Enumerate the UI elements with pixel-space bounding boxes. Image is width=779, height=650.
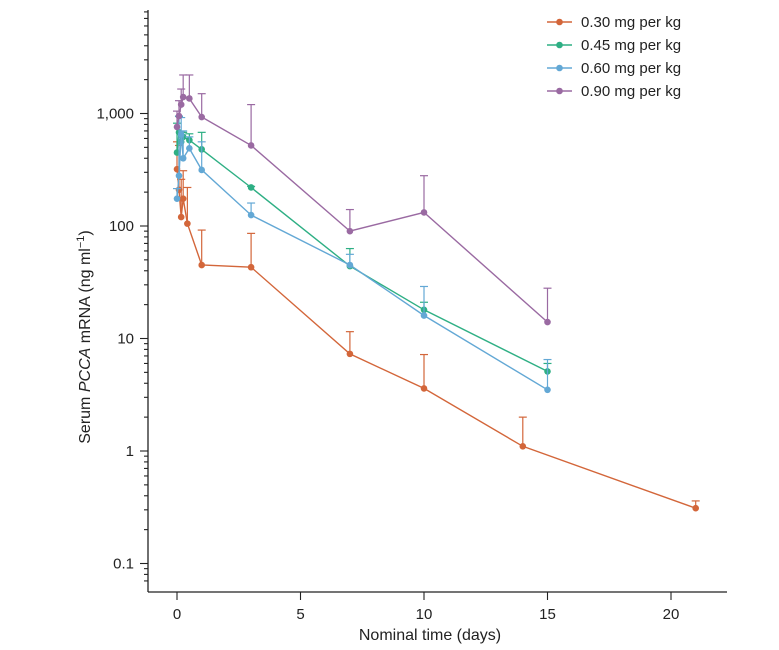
x-tick-label: 0: [173, 606, 181, 623]
data-point: [177, 213, 185, 221]
series-1: [173, 115, 552, 375]
y-axis-label-prefix: Serum: [77, 392, 94, 444]
legend-item: 0.90 mg per kg: [547, 83, 681, 100]
data-point: [247, 211, 255, 219]
series-line: [176, 169, 696, 509]
y-tick-label: 100: [109, 218, 134, 235]
series-line: [176, 134, 548, 391]
data-point: [179, 93, 187, 101]
x-tick-label: 20: [663, 606, 680, 623]
data-point: [177, 101, 185, 108]
y-axis-ticks: 0.1 1 10 100 1,000: [96, 11, 148, 582]
data-point: [420, 209, 428, 216]
data-point: [544, 386, 551, 394]
y-tick-label: 1,000: [96, 106, 134, 123]
data-point: [175, 112, 183, 120]
y-axis-label-exponent: −1: [75, 236, 87, 249]
data-point: [177, 131, 185, 138]
y-axis-label-suffix: mRNA (ng ml: [77, 248, 94, 348]
data-point: [247, 263, 255, 271]
legend-swatch-marker: [556, 41, 563, 49]
legend-label: 0.90 mg per kg: [581, 83, 681, 100]
data-point: [198, 113, 205, 121]
data-point: [247, 142, 255, 149]
series-2: [173, 115, 552, 394]
data-point: [179, 195, 187, 202]
series-line: [176, 132, 548, 373]
data-point: [173, 123, 181, 131]
x-tick-label: 5: [296, 606, 304, 623]
y-axis-label-gene: PCCA: [77, 348, 94, 392]
axes: [147, 10, 727, 593]
series-3: [173, 74, 552, 326]
x-axis-label: Nominal time (days): [359, 627, 501, 644]
legend-swatch-marker: [556, 87, 563, 95]
series-layer: [173, 74, 700, 512]
data-point: [173, 195, 181, 202]
data-point: [186, 95, 193, 102]
data-point: [175, 172, 183, 179]
legend-item: 0.60 mg per kg: [547, 60, 681, 77]
data-point: [519, 443, 527, 450]
y-tick-label: 0.1: [113, 556, 134, 573]
y-axis-label: Serum PCCA mRNA (ng ml−1): [75, 230, 94, 443]
legend-swatch-marker: [556, 18, 563, 26]
data-point: [544, 318, 551, 326]
legend-label: 0.60 mg per kg: [581, 60, 681, 77]
legend-swatch-marker: [556, 64, 563, 72]
y-axis-label-close: ): [77, 230, 94, 235]
data-point: [186, 145, 193, 152]
data-point: [692, 504, 699, 512]
legend-item: 0.30 mg per kg: [547, 14, 681, 31]
data-point: [179, 154, 187, 162]
x-tick-label: 15: [539, 606, 556, 623]
series-line: [176, 96, 548, 323]
data-point: [198, 166, 205, 174]
data-point: [198, 261, 205, 269]
data-point: [420, 312, 428, 319]
legend-label: 0.30 mg per kg: [581, 14, 681, 31]
data-point: [247, 184, 255, 191]
y-tick-label: 10: [117, 331, 134, 348]
legend: 0.30 mg per kg 0.45 mg per kg 0.60 mg per …: [547, 14, 681, 100]
legend-label: 0.45 mg per kg: [581, 37, 681, 54]
x-axis-ticks: 0 5 10 15 20: [173, 592, 680, 623]
data-point: [346, 350, 354, 358]
series-0: [173, 141, 700, 512]
x-tick-label: 10: [416, 606, 433, 623]
legend-item: 0.45 mg per kg: [547, 37, 681, 54]
y-tick-label: 1: [126, 443, 134, 460]
data-point: [184, 220, 191, 227]
data-point: [346, 261, 354, 269]
data-point: [346, 227, 354, 235]
data-point: [420, 385, 428, 392]
